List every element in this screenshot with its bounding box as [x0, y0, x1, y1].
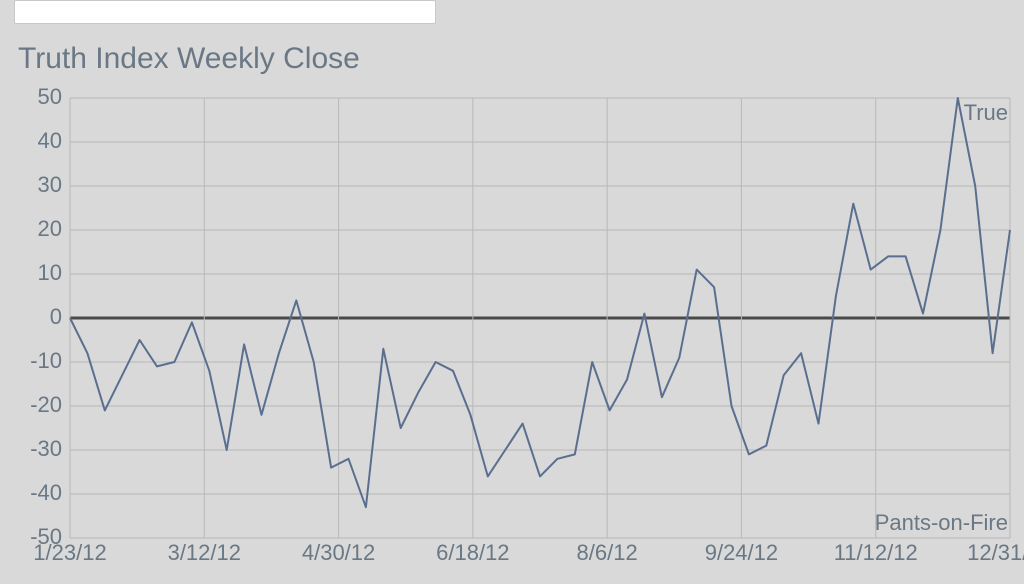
- series-line: [70, 98, 1010, 507]
- x-tick-label: 8/6/12: [577, 540, 638, 565]
- x-tick-label: 12/31/12: [967, 540, 1024, 565]
- end-label-true: True: [964, 100, 1008, 125]
- y-tick-label: -40: [30, 480, 62, 505]
- x-tick-label: 3/12/12: [168, 540, 241, 565]
- y-tick-label: 10: [38, 260, 62, 285]
- end-label-pants-on-fire: Pants-on-Fire: [875, 510, 1008, 535]
- y-tick-label: -20: [30, 392, 62, 417]
- x-tick-label: 1/23/12: [33, 540, 106, 565]
- y-tick-label: -30: [30, 436, 62, 461]
- x-tick-label: 9/24/12: [705, 540, 778, 565]
- y-tick-label: 40: [38, 128, 62, 153]
- y-tick-label: 50: [38, 84, 62, 109]
- y-tick-label: 20: [38, 216, 62, 241]
- x-tick-label: 4/30/12: [302, 540, 375, 565]
- x-tick-label: 6/18/12: [436, 540, 509, 565]
- y-tick-label: 30: [38, 172, 62, 197]
- x-tick-label: 11/12/12: [834, 540, 918, 565]
- chart-area: -50-40-30-20-10010203040501/23/123/12/12…: [0, 0, 1024, 584]
- y-tick-label: -10: [30, 348, 62, 373]
- y-tick-label: 0: [50, 304, 62, 329]
- chart-svg: -50-40-30-20-10010203040501/23/123/12/12…: [0, 0, 1024, 584]
